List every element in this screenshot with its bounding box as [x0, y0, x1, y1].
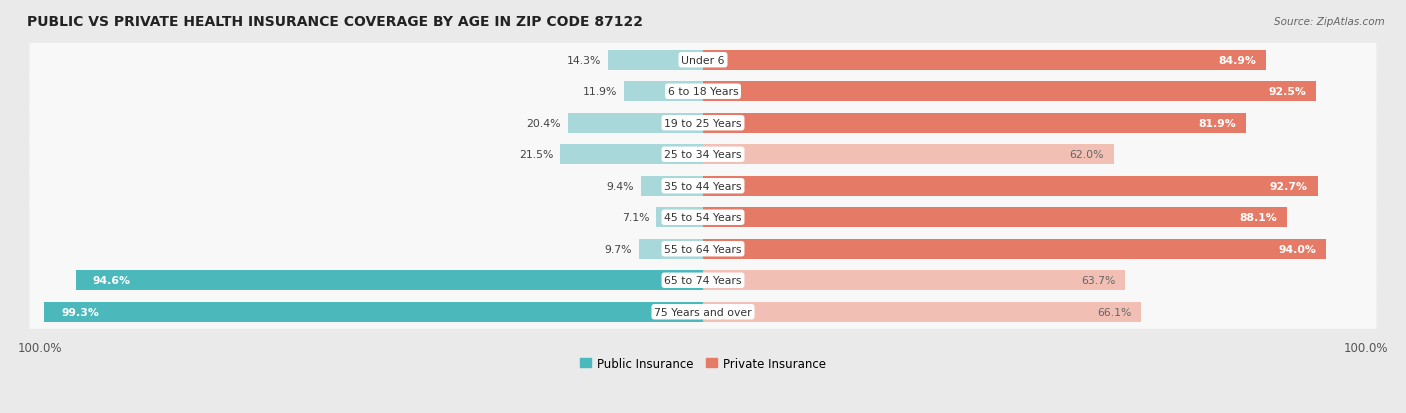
- Text: 20.4%: 20.4%: [527, 119, 561, 128]
- Text: 81.9%: 81.9%: [1198, 119, 1236, 128]
- Bar: [703, 240, 1326, 259]
- FancyBboxPatch shape: [30, 138, 1376, 172]
- Text: 88.1%: 88.1%: [1240, 213, 1277, 223]
- FancyBboxPatch shape: [30, 44, 1376, 78]
- Bar: [703, 208, 1288, 228]
- Text: Source: ZipAtlas.com: Source: ZipAtlas.com: [1274, 17, 1385, 26]
- Bar: [703, 145, 1114, 165]
- Bar: [703, 114, 1246, 133]
- Text: PUBLIC VS PRIVATE HEALTH INSURANCE COVERAGE BY AGE IN ZIP CODE 87122: PUBLIC VS PRIVATE HEALTH INSURANCE COVER…: [27, 15, 643, 29]
- FancyBboxPatch shape: [30, 75, 1376, 109]
- Bar: [641, 176, 703, 196]
- Bar: [568, 114, 703, 133]
- Text: 55 to 64 Years: 55 to 64 Years: [664, 244, 742, 254]
- FancyBboxPatch shape: [30, 295, 1376, 329]
- FancyBboxPatch shape: [30, 263, 1376, 297]
- Bar: [703, 271, 1125, 290]
- Text: 45 to 54 Years: 45 to 54 Years: [664, 213, 742, 223]
- Text: 35 to 44 Years: 35 to 44 Years: [664, 181, 742, 191]
- Text: 25 to 34 Years: 25 to 34 Years: [664, 150, 742, 160]
- Bar: [76, 271, 703, 290]
- Text: 92.7%: 92.7%: [1270, 181, 1308, 191]
- Text: 14.3%: 14.3%: [567, 56, 602, 66]
- FancyBboxPatch shape: [30, 201, 1376, 235]
- Text: 94.0%: 94.0%: [1278, 244, 1316, 254]
- Bar: [657, 208, 703, 228]
- Bar: [703, 51, 1265, 70]
- FancyBboxPatch shape: [30, 107, 1376, 140]
- Text: 84.9%: 84.9%: [1218, 56, 1256, 66]
- Text: 62.0%: 62.0%: [1070, 150, 1104, 160]
- Text: 65 to 74 Years: 65 to 74 Years: [664, 275, 742, 285]
- Text: 94.6%: 94.6%: [93, 275, 131, 285]
- Bar: [624, 82, 703, 102]
- Text: 11.9%: 11.9%: [583, 87, 617, 97]
- FancyBboxPatch shape: [30, 169, 1376, 203]
- Text: 9.4%: 9.4%: [606, 181, 634, 191]
- Text: 6 to 18 Years: 6 to 18 Years: [668, 87, 738, 97]
- Bar: [703, 176, 1317, 196]
- Bar: [703, 82, 1316, 102]
- Text: 99.3%: 99.3%: [60, 307, 98, 317]
- Text: 9.7%: 9.7%: [605, 244, 633, 254]
- Text: 63.7%: 63.7%: [1081, 275, 1115, 285]
- Text: 19 to 25 Years: 19 to 25 Years: [664, 119, 742, 128]
- Text: 7.1%: 7.1%: [621, 213, 650, 223]
- Bar: [561, 145, 703, 165]
- Bar: [703, 302, 1142, 322]
- Text: 66.1%: 66.1%: [1097, 307, 1132, 317]
- Bar: [609, 51, 703, 70]
- Bar: [638, 240, 703, 259]
- Text: 75 Years and over: 75 Years and over: [654, 307, 752, 317]
- Legend: Public Insurance, Private Insurance: Public Insurance, Private Insurance: [575, 352, 831, 375]
- Text: 92.5%: 92.5%: [1268, 87, 1306, 97]
- FancyBboxPatch shape: [30, 232, 1376, 266]
- Text: 21.5%: 21.5%: [519, 150, 554, 160]
- Text: Under 6: Under 6: [682, 56, 724, 66]
- Bar: [45, 302, 703, 322]
